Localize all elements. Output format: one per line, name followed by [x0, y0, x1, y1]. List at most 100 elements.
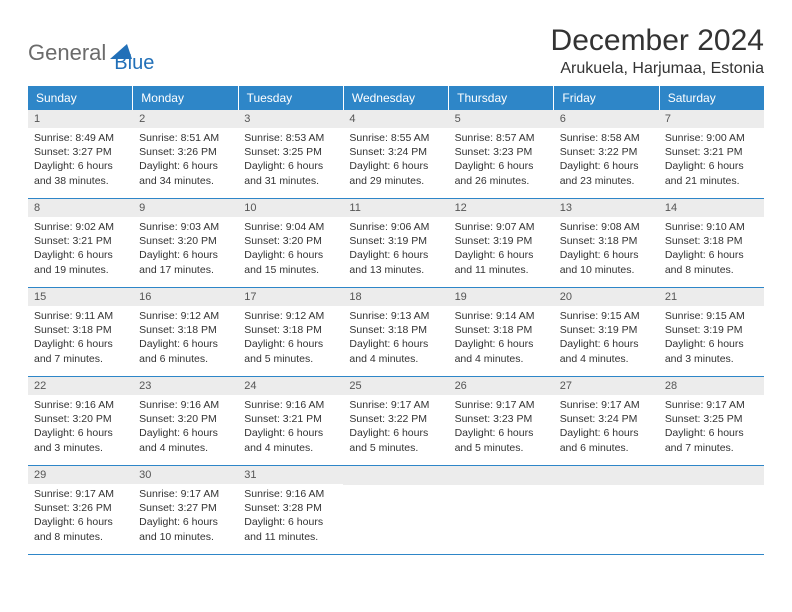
- daylight-text-1: Daylight: 6 hours: [560, 426, 653, 440]
- sunset-text: Sunset: 3:18 PM: [349, 323, 442, 337]
- daylight-text-1: Daylight: 6 hours: [455, 159, 548, 173]
- sunset-text: Sunset: 3:28 PM: [244, 501, 337, 515]
- sunrise-text: Sunrise: 9:17 AM: [139, 487, 232, 501]
- day-number: 21: [659, 288, 764, 306]
- sunrise-text: Sunrise: 9:17 AM: [349, 398, 442, 412]
- sunset-text: Sunset: 3:21 PM: [665, 145, 758, 159]
- sunrise-text: Sunrise: 9:16 AM: [139, 398, 232, 412]
- daylight-text-1: Daylight: 6 hours: [244, 248, 337, 262]
- sunset-text: Sunset: 3:18 PM: [139, 323, 232, 337]
- day-number: 3: [238, 110, 343, 128]
- daylight-text-2: and 8 minutes.: [34, 530, 127, 544]
- daylight-text-2: and 29 minutes.: [349, 174, 442, 188]
- daylight-text-2: and 15 minutes.: [244, 263, 337, 277]
- day-cell: 29Sunrise: 9:17 AMSunset: 3:26 PMDayligh…: [28, 466, 133, 554]
- daylight-text-1: Daylight: 6 hours: [34, 248, 127, 262]
- day-body: Sunrise: 9:14 AMSunset: 3:18 PMDaylight:…: [449, 306, 554, 371]
- daylight-text-2: and 19 minutes.: [34, 263, 127, 277]
- day-body: Sunrise: 9:17 AMSunset: 3:27 PMDaylight:…: [133, 484, 238, 549]
- day-number: 5: [449, 110, 554, 128]
- day-cell: [659, 466, 764, 554]
- day-body: Sunrise: 9:16 AMSunset: 3:20 PMDaylight:…: [133, 395, 238, 460]
- day-cell: 17Sunrise: 9:12 AMSunset: 3:18 PMDayligh…: [238, 288, 343, 376]
- day-cell: 23Sunrise: 9:16 AMSunset: 3:20 PMDayligh…: [133, 377, 238, 465]
- day-number: 14: [659, 199, 764, 217]
- day-number: 20: [554, 288, 659, 306]
- sunrise-text: Sunrise: 8:49 AM: [34, 131, 127, 145]
- sunrise-text: Sunrise: 9:12 AM: [139, 309, 232, 323]
- day-body: Sunrise: 9:12 AMSunset: 3:18 PMDaylight:…: [133, 306, 238, 371]
- day-body: Sunrise: 8:51 AMSunset: 3:26 PMDaylight:…: [133, 128, 238, 193]
- daylight-text-2: and 5 minutes.: [244, 352, 337, 366]
- day-body: Sunrise: 9:17 AMSunset: 3:24 PMDaylight:…: [554, 395, 659, 460]
- day-number: 28: [659, 377, 764, 395]
- sunset-text: Sunset: 3:27 PM: [139, 501, 232, 515]
- daylight-text-1: Daylight: 6 hours: [560, 337, 653, 351]
- day-body: Sunrise: 8:55 AMSunset: 3:24 PMDaylight:…: [343, 128, 448, 193]
- day-cell: 24Sunrise: 9:16 AMSunset: 3:21 PMDayligh…: [238, 377, 343, 465]
- daylight-text-1: Daylight: 6 hours: [34, 515, 127, 529]
- sunset-text: Sunset: 3:18 PM: [34, 323, 127, 337]
- day-number: 22: [28, 377, 133, 395]
- sunset-text: Sunset: 3:19 PM: [665, 323, 758, 337]
- sunset-text: Sunset: 3:25 PM: [665, 412, 758, 426]
- day-cell: 25Sunrise: 9:17 AMSunset: 3:22 PMDayligh…: [343, 377, 448, 465]
- day-cell: [449, 466, 554, 554]
- day-number: 26: [449, 377, 554, 395]
- day-number: 6: [554, 110, 659, 128]
- daylight-text-2: and 23 minutes.: [560, 174, 653, 188]
- daylight-text-2: and 6 minutes.: [139, 352, 232, 366]
- daylight-text-1: Daylight: 6 hours: [34, 159, 127, 173]
- daylight-text-1: Daylight: 6 hours: [665, 337, 758, 351]
- day-body: Sunrise: 9:16 AMSunset: 3:28 PMDaylight:…: [238, 484, 343, 549]
- sunset-text: Sunset: 3:26 PM: [139, 145, 232, 159]
- day-cell: 21Sunrise: 9:15 AMSunset: 3:19 PMDayligh…: [659, 288, 764, 376]
- sunset-text: Sunset: 3:21 PM: [244, 412, 337, 426]
- location-text: Arukuela, Harjumaa, Estonia: [551, 60, 764, 78]
- day-cell: 16Sunrise: 9:12 AMSunset: 3:18 PMDayligh…: [133, 288, 238, 376]
- day-body: Sunrise: 9:04 AMSunset: 3:20 PMDaylight:…: [238, 217, 343, 282]
- day-body: Sunrise: 9:02 AMSunset: 3:21 PMDaylight:…: [28, 217, 133, 282]
- daylight-text-1: Daylight: 6 hours: [455, 337, 548, 351]
- daylight-text-1: Daylight: 6 hours: [34, 426, 127, 440]
- day-body: Sunrise: 9:06 AMSunset: 3:19 PMDaylight:…: [343, 217, 448, 282]
- week-row: 29Sunrise: 9:17 AMSunset: 3:26 PMDayligh…: [28, 466, 764, 555]
- daylight-text-1: Daylight: 6 hours: [244, 159, 337, 173]
- daylight-text-1: Daylight: 6 hours: [560, 248, 653, 262]
- daylight-text-2: and 4 minutes.: [560, 352, 653, 366]
- week-row: 22Sunrise: 9:16 AMSunset: 3:20 PMDayligh…: [28, 377, 764, 466]
- day-number: 16: [133, 288, 238, 306]
- day-number: 25: [343, 377, 448, 395]
- sunset-text: Sunset: 3:20 PM: [34, 412, 127, 426]
- daylight-text-2: and 3 minutes.: [665, 352, 758, 366]
- day-cell: 6Sunrise: 8:58 AMSunset: 3:22 PMDaylight…: [554, 110, 659, 198]
- day-header-monday: Monday: [133, 86, 238, 110]
- day-cell: 4Sunrise: 8:55 AMSunset: 3:24 PMDaylight…: [343, 110, 448, 198]
- day-cell: 22Sunrise: 9:16 AMSunset: 3:20 PMDayligh…: [28, 377, 133, 465]
- day-body: Sunrise: 9:03 AMSunset: 3:20 PMDaylight:…: [133, 217, 238, 282]
- day-header-tuesday: Tuesday: [239, 86, 344, 110]
- day-number: 4: [343, 110, 448, 128]
- day-number: 12: [449, 199, 554, 217]
- sunrise-text: Sunrise: 8:58 AM: [560, 131, 653, 145]
- daylight-text-1: Daylight: 6 hours: [560, 159, 653, 173]
- sunset-text: Sunset: 3:19 PM: [349, 234, 442, 248]
- sunset-text: Sunset: 3:26 PM: [34, 501, 127, 515]
- daylight-text-1: Daylight: 6 hours: [139, 337, 232, 351]
- day-number: 15: [28, 288, 133, 306]
- daylight-text-2: and 4 minutes.: [349, 352, 442, 366]
- day-cell: 2Sunrise: 8:51 AMSunset: 3:26 PMDaylight…: [133, 110, 238, 198]
- day-body: Sunrise: 9:13 AMSunset: 3:18 PMDaylight:…: [343, 306, 448, 371]
- day-cell: 5Sunrise: 8:57 AMSunset: 3:23 PMDaylight…: [449, 110, 554, 198]
- sunset-text: Sunset: 3:25 PM: [244, 145, 337, 159]
- daylight-text-2: and 34 minutes.: [139, 174, 232, 188]
- sunrise-text: Sunrise: 9:04 AM: [244, 220, 337, 234]
- day-body: Sunrise: 8:57 AMSunset: 3:23 PMDaylight:…: [449, 128, 554, 193]
- daylight-text-2: and 31 minutes.: [244, 174, 337, 188]
- day-number: 30: [133, 466, 238, 484]
- day-header-row: Sunday Monday Tuesday Wednesday Thursday…: [28, 86, 764, 110]
- daylight-text-1: Daylight: 6 hours: [34, 337, 127, 351]
- day-body: Sunrise: 9:17 AMSunset: 3:23 PMDaylight:…: [449, 395, 554, 460]
- empty-day-bar: [554, 466, 659, 485]
- day-number: 1: [28, 110, 133, 128]
